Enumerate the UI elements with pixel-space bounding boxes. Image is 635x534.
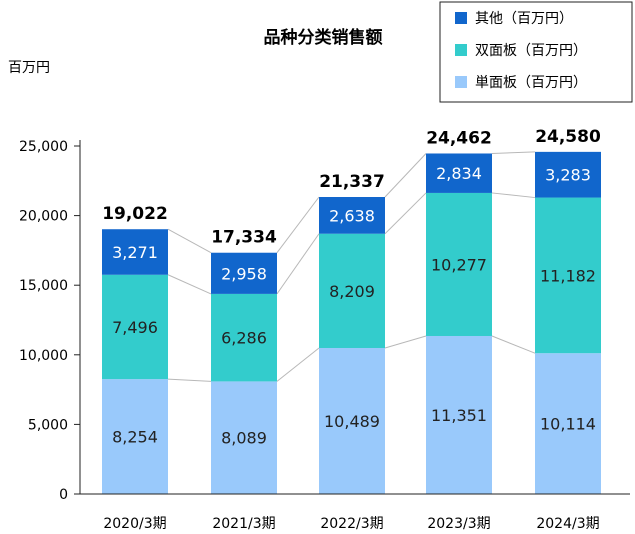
total-label: 24,462: [426, 128, 492, 148]
y-tick-label: 15,000: [19, 278, 68, 294]
bar-segment: [319, 233, 385, 348]
bar-value-label: 8,254: [112, 428, 158, 447]
bar-value-label: 10,114: [540, 415, 596, 434]
bar-value-label: 2,958: [221, 264, 267, 283]
bar-segment: [535, 151, 601, 198]
bar-segment: [535, 197, 601, 354]
connector-line: [276, 196, 320, 254]
legend-swatch: [455, 44, 467, 56]
bar-value-label: 6,286: [221, 329, 267, 348]
chart-title: 品种分类销售额: [264, 27, 383, 48]
bar-value-label: 7,496: [112, 318, 158, 337]
x-tick-label: 2023/3期: [427, 516, 490, 532]
legend-label: 単面板（百万円）: [475, 75, 587, 91]
bar-segment: [211, 293, 277, 382]
y-tick-label: 5,000: [28, 417, 68, 433]
connector-line: [491, 192, 536, 199]
connector-line: [491, 335, 536, 354]
bar-segment: [102, 379, 168, 494]
connector-line: [276, 347, 320, 382]
bar-value-label: 10,277: [431, 255, 487, 274]
total-label: 19,022: [102, 204, 168, 224]
bar-value-label: 11,351: [431, 406, 487, 425]
bar-value-label: 11,182: [540, 266, 596, 285]
x-tick-label: 2021/3期: [212, 516, 275, 532]
x-axis: 2020/3期 2021/3期 2022/3期 2023/3期 2024/3期: [80, 493, 630, 532]
bar-segment: [102, 274, 168, 380]
connector-line: [167, 378, 212, 382]
connector-line: [276, 233, 320, 295]
y-axis: 0 5,000 10,000 15,000 20,000 25,000: [19, 139, 81, 503]
legend-swatch: [455, 76, 467, 88]
total-label: 17,334: [211, 228, 277, 248]
x-tick-label: 2020/3期: [103, 516, 166, 532]
bar-segment: [426, 192, 492, 336]
connector-line: [167, 274, 212, 295]
bar-value-label: 2,834: [436, 164, 482, 183]
bar-segment: [535, 353, 601, 494]
legend: 其他（百万円） 双面板（百万円） 単面板（百万円）: [439, 1, 633, 103]
y-tick-label: 20,000: [19, 209, 68, 225]
bar-segment: [102, 229, 168, 275]
legend-label: 其他（百万円）: [475, 11, 573, 27]
bar-value-label: 10,489: [324, 412, 380, 431]
y-tick-label: 25,000: [19, 139, 68, 155]
connector-line: [167, 228, 212, 254]
connector-line: [384, 153, 427, 198]
x-tick-label: 2022/3期: [320, 516, 383, 532]
bar-value-label: 8,089: [221, 429, 267, 448]
y-tick-label: 0: [59, 487, 68, 503]
total-label: 24,580: [535, 127, 601, 147]
total-label: 21,337: [319, 172, 385, 192]
bar-value-label: 2,638: [329, 206, 375, 225]
connector-line: [491, 151, 536, 154]
bar-segment: [211, 252, 277, 294]
bar-segment: [426, 335, 492, 494]
legend-swatch: [455, 12, 467, 24]
bar-segment: [211, 381, 277, 494]
connector-lines: [167, 151, 536, 382]
bar-segment: [319, 347, 385, 494]
connector-line: [384, 192, 427, 235]
legend-label: 双面板（百万円）: [475, 43, 587, 59]
legend-frame: [439, 1, 633, 103]
y-tick-label: 10,000: [19, 348, 68, 364]
y-axis-label: 百万円: [8, 60, 50, 76]
bar-value-label: 3,283: [545, 166, 591, 185]
bar-value-label: 3,271: [112, 243, 158, 262]
bar-segment: [426, 153, 492, 193]
bar-value-label: 8,209: [329, 282, 375, 301]
x-tick-label: 2024/3期: [536, 516, 599, 532]
bars: 8,254 7,496 3,271 19,022 8,089 6,286 2,958 17,3…: [102, 127, 601, 494]
connector-line: [384, 335, 427, 349]
bar-segment: [319, 197, 385, 234]
